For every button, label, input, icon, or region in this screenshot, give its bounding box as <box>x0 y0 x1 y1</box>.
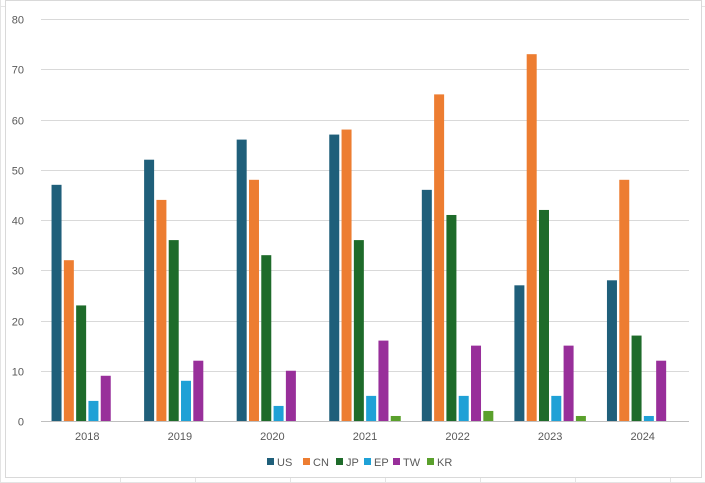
gridlines <box>41 19 689 422</box>
bar-ep-2021[interactable] <box>366 395 377 422</box>
bar-ep-2023[interactable] <box>551 395 562 422</box>
legend-swatch-kr <box>427 458 434 465</box>
x-tick-label: 2024 <box>630 431 654 443</box>
legend-swatch-us <box>267 458 274 465</box>
bar-cn-2019[interactable] <box>156 199 167 421</box>
y-tick-label: 40 <box>12 216 24 228</box>
legend-swatch-cn <box>303 458 310 465</box>
legend-label-kr: KR <box>437 457 452 469</box>
y-tick-label: 0 <box>18 417 24 429</box>
bar-ep-2019[interactable] <box>181 380 192 421</box>
bar-tw-2019[interactable] <box>193 360 204 421</box>
y-tick-label: 50 <box>12 166 24 178</box>
bar-jp-2022[interactable] <box>446 214 457 421</box>
bar-us-2019[interactable] <box>144 159 155 421</box>
x-tick-label: 2020 <box>260 431 284 443</box>
bar-kr-2022[interactable] <box>483 410 494 421</box>
legend-label-ep: EP <box>374 457 389 469</box>
x-tick-label: 2021 <box>353 431 377 443</box>
bar-jp-2024[interactable] <box>631 335 642 421</box>
bar-tw-2021[interactable] <box>378 340 389 421</box>
y-tick-label: 20 <box>12 317 24 329</box>
bar-ep-2020[interactable] <box>273 405 284 421</box>
bar-us-2018[interactable] <box>51 184 62 421</box>
bar-cn-2022[interactable] <box>434 94 445 422</box>
bar-jp-2018[interactable] <box>76 305 87 421</box>
y-axis: 0 10 20 30 40 50 60 70 80 <box>12 15 24 429</box>
bar-ep-2018[interactable] <box>88 400 99 421</box>
bar-jp-2023[interactable] <box>538 209 549 421</box>
bar-cn-2024[interactable] <box>619 179 630 421</box>
legend-label-us: US <box>277 457 292 469</box>
legend-label-tw: TW <box>403 457 421 469</box>
bar-tw-2023[interactable] <box>563 345 574 422</box>
bar-us-2024[interactable] <box>606 280 617 421</box>
legend: US CN JP EP TW KR <box>267 457 452 469</box>
legend-swatch-ep <box>364 458 371 465</box>
x-tick-label: 2023 <box>538 431 562 443</box>
y-tick-label: 80 <box>12 15 24 27</box>
bar-ep-2022[interactable] <box>458 395 469 422</box>
bar-us-2022[interactable] <box>421 189 432 421</box>
bar-us-2021[interactable] <box>329 134 340 421</box>
x-axis: 2018 2019 2020 2021 2022 2023 2024 <box>75 431 655 443</box>
bar-tw-2024[interactable] <box>656 360 667 421</box>
bar-kr-2023[interactable] <box>575 415 586 421</box>
bar-cn-2018[interactable] <box>63 260 74 421</box>
y-tick-label: 60 <box>12 116 24 128</box>
bar-us-2020[interactable] <box>236 139 247 421</box>
x-tick-label: 2019 <box>168 431 192 443</box>
legend-label-jp: JP <box>346 457 359 469</box>
bar-ep-2024[interactable] <box>643 415 654 421</box>
bar-cn-2020[interactable] <box>248 179 259 421</box>
y-tick-label: 30 <box>12 266 24 278</box>
bar-tw-2020[interactable] <box>285 370 296 421</box>
bar-cn-2023[interactable] <box>526 54 537 422</box>
y-tick-label: 70 <box>12 65 24 77</box>
x-tick-label: 2022 <box>445 431 469 443</box>
legend-label-cn: CN <box>313 457 329 469</box>
bar-series <box>51 54 667 422</box>
bar-kr-2021[interactable] <box>390 415 401 421</box>
legend-swatch-tw <box>393 458 400 465</box>
legend-swatch-jp <box>336 458 343 465</box>
bar-tw-2018[interactable] <box>100 375 111 421</box>
bar-jp-2019[interactable] <box>168 240 179 421</box>
bar-tw-2022[interactable] <box>471 345 482 422</box>
bar-cn-2021[interactable] <box>341 129 352 422</box>
bar-us-2023[interactable] <box>514 285 525 421</box>
bar-jp-2021[interactable] <box>353 240 364 421</box>
bar-jp-2020[interactable] <box>261 255 272 421</box>
y-tick-label: 10 <box>12 367 24 379</box>
chart-area[interactable]: 0 10 20 30 40 50 60 70 80 2018 2019 2020 2021 2022 20… <box>5 0 702 478</box>
x-tick-label: 2018 <box>75 431 99 443</box>
